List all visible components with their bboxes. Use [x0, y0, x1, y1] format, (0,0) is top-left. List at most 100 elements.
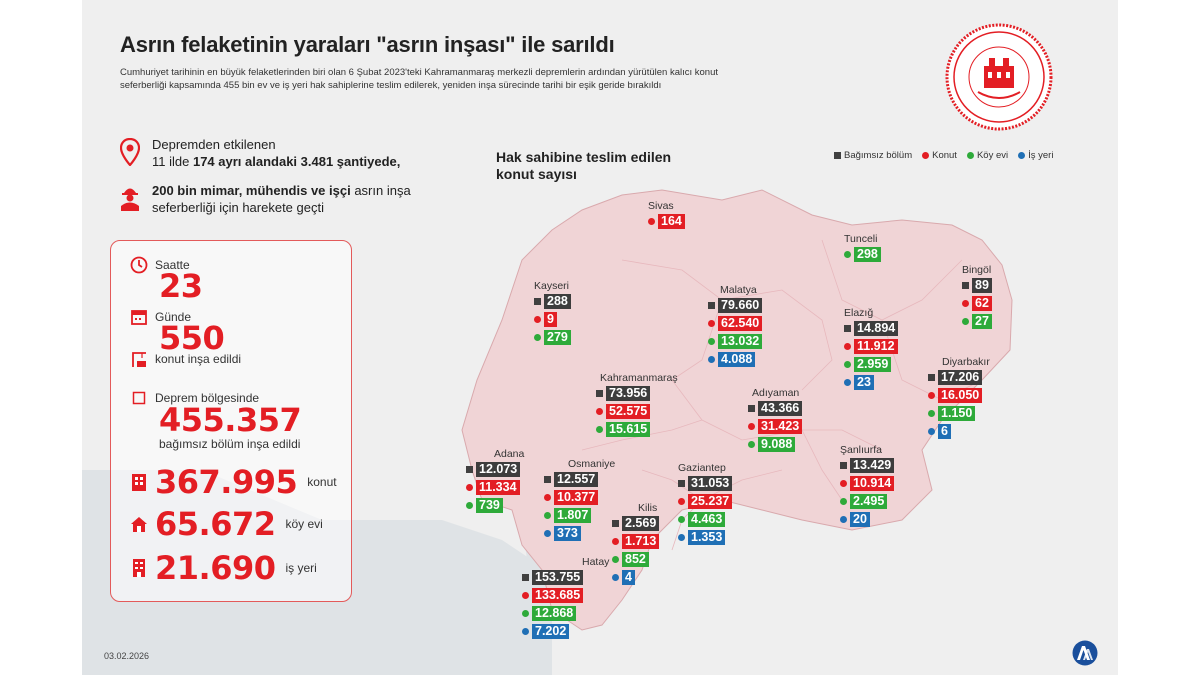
- bagimsiz-value: 73.956: [606, 386, 651, 401]
- map-title-line-1: Hak sahibine teslim edilen: [496, 149, 672, 165]
- koy-value: 1.150: [938, 406, 976, 421]
- aa-logo: [1072, 640, 1098, 666]
- bagimsiz-value: 79.660: [718, 298, 763, 313]
- bagimsiz-value: 13.429: [850, 458, 895, 473]
- isyeri-value: 373: [554, 526, 581, 541]
- konut-value: 31.423: [758, 419, 803, 434]
- city-name: Tunceli: [844, 233, 878, 245]
- city-osmaniye: Osmaniye 12.557 10.377 1.807 373: [544, 458, 615, 544]
- publish-date: 03.02.2026: [104, 651, 150, 661]
- konut-value: 9: [544, 312, 557, 327]
- bagimsiz-value: 153.755: [532, 570, 584, 585]
- bagimsiz-value: 31.053: [688, 476, 733, 491]
- isyeri-value: 4.088: [718, 352, 756, 367]
- page-description: Cumhuriyet tarihinin en büyük felaketler…: [120, 67, 718, 91]
- koy-value: 739: [476, 498, 503, 513]
- koy-value: 2.495: [850, 494, 888, 509]
- city-kilis: Kilis 2.569 1.713 852 4: [612, 502, 660, 588]
- city-name: Adana: [494, 448, 525, 460]
- koy-value: 279: [544, 330, 571, 345]
- konut-value: 62: [972, 296, 992, 311]
- hourly-value: 23: [159, 267, 203, 305]
- city-name: Sivas: [648, 200, 674, 212]
- konut-value: 10.914: [850, 476, 895, 491]
- isyeri-value: 1.353: [688, 530, 726, 545]
- location-pin-icon: [118, 136, 142, 168]
- map-legend: Bağımsız bölüm Konut Köy evi İş yeri: [834, 150, 1053, 161]
- konut-value: 11.912: [854, 339, 898, 354]
- bagimsiz-value: 17.206: [938, 370, 983, 385]
- city-name: Adıyaman: [752, 387, 800, 399]
- ministry-seal-logo: [945, 23, 1053, 131]
- city-name: Hatay: [582, 556, 610, 568]
- legend-item-konut: Konut: [922, 150, 957, 161]
- koy-value: 15.615: [606, 422, 651, 437]
- koy-value: 27: [972, 314, 992, 329]
- city-bingol: Bingöl 89 62 27: [962, 264, 992, 332]
- koy-value: 1.807: [554, 508, 592, 523]
- bagimsiz-value: 89: [972, 278, 992, 293]
- city-name: Elazığ: [844, 307, 874, 319]
- city-malatya: Malatya 79.660 62.540 13.032 4.088: [708, 284, 763, 370]
- region-label: Deprem bölgesinde: [155, 391, 260, 405]
- village-house-value: 65.672: [155, 505, 276, 543]
- city-name: Şanlıurfa: [840, 444, 883, 456]
- koy-value: 4.463: [688, 512, 726, 527]
- calendar-icon: [129, 307, 149, 327]
- clock-icon: [129, 255, 149, 275]
- koy-value: 12.868: [532, 606, 577, 621]
- konut-value: 52.575: [606, 404, 651, 419]
- bagimsiz-value: 12.073: [476, 462, 521, 477]
- bagimsiz-value: 288: [544, 294, 571, 309]
- page-title: Asrın felaketinin yaraları "asrın inşası…: [120, 32, 615, 57]
- koy-value: 852: [622, 552, 649, 567]
- konut-value: 1.713: [622, 534, 660, 549]
- fact-line-1b-pre: 11 ilde: [152, 154, 193, 169]
- fact-workforce: 200 bin mimar, mühendis ve işçi asrın in…: [118, 182, 411, 216]
- konut-value: 10.377: [554, 490, 599, 505]
- village-house-unit: köy evi: [285, 517, 323, 531]
- house-icon: [129, 514, 149, 534]
- city-adana: Adana 12.073 11.334 739: [466, 448, 524, 516]
- city-name: Kilis: [638, 502, 658, 514]
- legend-item-koy: Köy evi: [966, 150, 1008, 161]
- city-adiyaman: Adıyaman 43.366 31.423 9.088: [748, 387, 803, 455]
- crane-icon: [129, 349, 149, 369]
- infographic-canvas: Asrın felaketinin yaraları "asrın inşası…: [82, 0, 1118, 675]
- konut-value: 133.685: [532, 588, 584, 603]
- workplace-unit: iş yeri: [285, 561, 317, 575]
- city-name: Kahramanmaraş: [600, 372, 678, 384]
- housing-unit: konut: [307, 475, 337, 489]
- bagimsiz-value: 12.557: [554, 472, 599, 487]
- worker-icon: [118, 182, 142, 214]
- fact-line-2b: seferberliği için harekete geçti: [152, 200, 324, 215]
- daily-unit: konut inşa edildi: [155, 352, 242, 366]
- konut-value: 62.540: [718, 316, 763, 331]
- city-name: Gaziantep: [678, 462, 726, 474]
- fact-line-2-bold: 200 bin mimar, mühendis ve işçi: [152, 183, 351, 198]
- daily-value: 550: [159, 319, 225, 357]
- city-name: Bingöl: [962, 264, 992, 276]
- fact-line-2-rest: asrın inşa: [350, 183, 411, 198]
- konut-value: 25.237: [688, 494, 733, 509]
- square-outline-icon: [129, 388, 149, 408]
- city-kayseri: Kayseri 288 9 279: [534, 280, 571, 348]
- city-name: Kayseri: [534, 280, 570, 292]
- konut-value: 11.334: [476, 480, 520, 495]
- workplace-icon: [129, 558, 149, 578]
- city-kahramanmaras: Kahramanmaraş 73.956 52.575 15.615: [596, 372, 678, 440]
- legend-item-bagimsiz: Bağımsız bölüm: [834, 150, 912, 161]
- city-gaziantep: Gaziantep 31.053 25.237 4.463 1.353: [678, 462, 733, 548]
- workplace-value: 21.690: [155, 549, 276, 587]
- isyeri-value: 6: [938, 424, 951, 439]
- bagimsiz-value: 14.894: [854, 321, 899, 336]
- city-sivas: Sivas 164: [648, 200, 685, 232]
- isyeri-value: 4: [622, 570, 635, 585]
- building-icon: [129, 472, 149, 492]
- bagimsiz-value: 43.366: [758, 401, 803, 416]
- stats-panel: Saatte 23 Günde 550 konut inşa edildi De…: [110, 240, 352, 602]
- city-sanliurfa: Şanlıurfa 13.429 10.914 2.495 20: [840, 444, 895, 530]
- isyeri-value: 20: [850, 512, 870, 527]
- city-tunceli: Tunceli 298: [844, 233, 881, 265]
- fact-line-1b-bold: 174 ayrı alandaki 3.481 şantiyede,: [192, 154, 401, 169]
